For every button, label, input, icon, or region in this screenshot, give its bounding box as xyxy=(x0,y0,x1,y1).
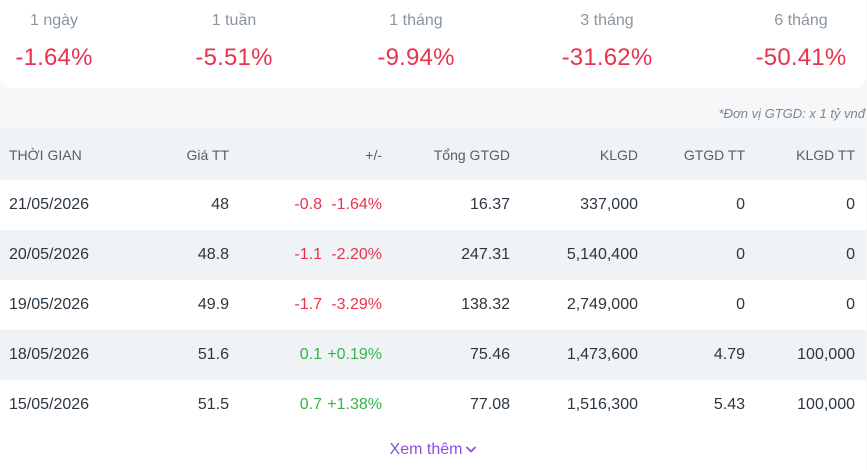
table-row: 21/05/2026 48 -0.8 -1.64% 16.37 337,000 … xyxy=(0,180,866,230)
chevron-down-icon xyxy=(466,446,477,453)
header-deal-value[interactable]: GTGD TT xyxy=(683,147,745,163)
trading-history-table: THỜI GIAN Giá TT +/- Tổng GTGD KLGD GTGD… xyxy=(0,128,866,470)
header-change[interactable]: +/- xyxy=(365,147,382,163)
perf-label: 6 tháng xyxy=(774,12,828,29)
see-more-button[interactable]: Xem thêm xyxy=(0,441,866,459)
cell-change: 0.7 xyxy=(299,396,322,413)
see-more-label: Xem thêm xyxy=(389,441,463,458)
cell-deal-volume: 0 xyxy=(846,196,855,213)
perf-label: 1 ngày xyxy=(29,12,79,29)
cell-change-pct: -2.20% xyxy=(331,246,382,263)
cell-deal-volume: 0 xyxy=(846,296,855,313)
cell-volume: 1,473,600 xyxy=(566,346,638,363)
cell-volume: 2,749,000 xyxy=(566,296,638,313)
cell-price: 48.8 xyxy=(197,246,229,263)
cell-deal-value: 0 xyxy=(736,196,745,213)
cell-change: -1.1 xyxy=(294,246,322,263)
cell-change: -1.7 xyxy=(294,296,322,313)
cell-deal-value: 0 xyxy=(736,296,745,313)
header-total-value[interactable]: Tổng GTGD xyxy=(433,147,510,163)
cell-total-value: 77.08 xyxy=(469,396,510,413)
cell-change-pct: +0.19% xyxy=(327,346,382,363)
perf-value: -1.64% xyxy=(15,44,93,71)
cell-change-pct: +1.38% xyxy=(327,396,382,413)
cell-price: 51.6 xyxy=(197,346,229,363)
unit-note: *Đơn vị GTGD: x 1 tỷ vnđ xyxy=(718,106,865,121)
table-header: THỜI GIAN Giá TT +/- Tổng GTGD KLGD GTGD… xyxy=(0,128,866,180)
perf-label: 1 tháng xyxy=(389,12,443,29)
cell-deal-value: 4.79 xyxy=(713,346,745,363)
cell-volume: 5,140,400 xyxy=(566,246,638,263)
cell-date: 19/05/2026 xyxy=(9,296,90,313)
perf-value: -5.51% xyxy=(195,44,273,71)
table-row: 18/05/2026 51.6 0.1 +0.19% 75.46 1,473,6… xyxy=(0,330,866,380)
cell-deal-value: 5.43 xyxy=(713,396,745,413)
table-row: 19/05/2026 49.9 -1.7 -3.29% 138.32 2,749… xyxy=(0,280,866,330)
cell-total-value: 247.31 xyxy=(461,246,510,263)
header-deal-volume[interactable]: KLGD TT xyxy=(796,147,855,163)
performance-summary: 1 ngày -1.64% 1 tuần -5.51% 1 tháng -9.9… xyxy=(0,0,866,88)
cell-date: 18/05/2026 xyxy=(9,346,90,363)
header-date[interactable]: THỜI GIAN xyxy=(9,147,82,163)
cell-deal-volume: 0 xyxy=(846,246,855,263)
cell-total-value: 138.32 xyxy=(461,296,510,313)
cell-total-value: 75.46 xyxy=(469,346,510,363)
perf-label: 3 tháng xyxy=(580,12,634,29)
perf-value: -50.41% xyxy=(755,44,847,71)
cell-volume: 337,000 xyxy=(580,196,638,213)
cell-date: 20/05/2026 xyxy=(9,246,90,263)
cell-change-pct: -1.64% xyxy=(331,196,382,213)
cell-price: 49.9 xyxy=(197,296,229,313)
cell-change: 0.1 xyxy=(299,346,322,363)
cell-change-pct: -3.29% xyxy=(331,296,382,313)
perf-value: -31.62% xyxy=(561,44,653,71)
perf-value: -9.94% xyxy=(377,44,455,71)
cell-volume: 1,516,300 xyxy=(566,396,638,413)
cell-price: 51.5 xyxy=(197,396,229,413)
cell-price: 48 xyxy=(211,196,229,213)
header-volume[interactable]: KLGD xyxy=(599,147,638,163)
table-row: 15/05/2026 51.5 0.7 +1.38% 77.08 1,516,3… xyxy=(0,380,866,430)
cell-total-value: 16.37 xyxy=(469,196,510,213)
cell-deal-volume: 100,000 xyxy=(797,346,855,363)
table-row: 20/05/2026 48.8 -1.1 -2.20% 247.31 5,140… xyxy=(0,230,866,280)
cell-date: 21/05/2026 xyxy=(9,196,90,213)
cell-deal-value: 0 xyxy=(736,246,745,263)
cell-change: -0.8 xyxy=(294,196,322,213)
cell-date: 15/05/2026 xyxy=(9,396,90,413)
perf-label: 1 tuần xyxy=(211,12,257,29)
cell-deal-volume: 100,000 xyxy=(797,396,855,413)
header-price[interactable]: Giá TT xyxy=(186,147,229,163)
